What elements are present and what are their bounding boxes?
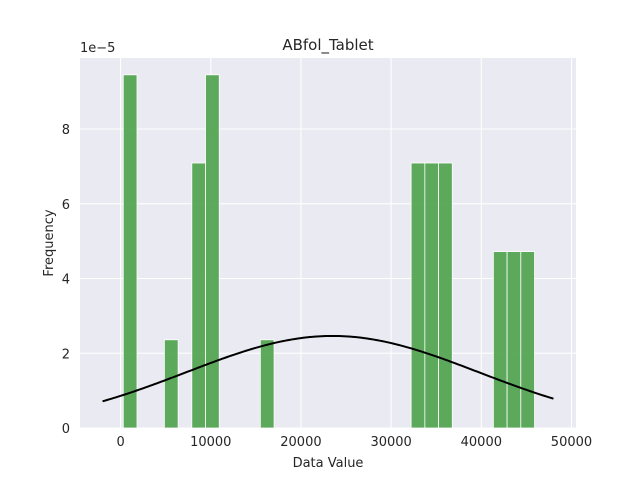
histogram-bar <box>506 251 522 429</box>
y-axis-title: Frequency <box>42 209 57 276</box>
histogram-bar <box>122 74 138 429</box>
histogram-bar <box>205 74 220 429</box>
histogram-bar <box>424 162 439 429</box>
y-tick-label: 6 <box>62 198 70 213</box>
tick-labels: 0 10000 20000 30000 40000 50000 0 2 4 6 8 <box>62 123 592 450</box>
y-offset-text: 1e−5 <box>80 41 115 56</box>
y-tick-label: 0 <box>62 422 70 437</box>
x-tick-label: 10000 <box>190 435 231 450</box>
histogram-bar <box>492 251 508 429</box>
y-tick-label: 4 <box>62 273 70 288</box>
histogram-bar <box>191 162 206 429</box>
chart-title: ABfol_Tablet <box>282 36 373 55</box>
histogram-bar <box>164 339 179 429</box>
histogram-bar <box>438 162 453 429</box>
x-tick-label: 30000 <box>370 435 411 450</box>
histogram-bars <box>122 74 535 429</box>
normal-curve-line <box>102 334 554 403</box>
y-tick-label: 8 <box>62 123 70 138</box>
histogram-bar <box>520 251 535 429</box>
x-tick-label: 20000 <box>280 435 321 450</box>
x-tick-label: 0 <box>116 435 124 450</box>
x-tick-label: 50000 <box>551 435 592 450</box>
y-tick-label: 2 <box>62 347 70 362</box>
normal-curve-layer <box>102 334 554 403</box>
histogram-bar <box>259 339 275 429</box>
histogram-bar <box>410 162 426 429</box>
x-tick-label: 40000 <box>461 435 502 450</box>
x-axis-title: Data Value <box>293 456 364 471</box>
